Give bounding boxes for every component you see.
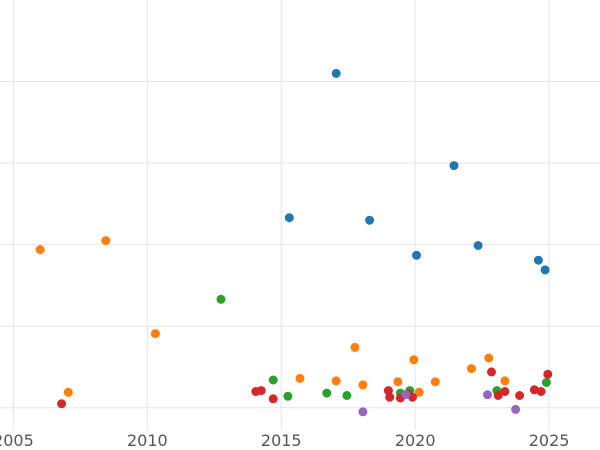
data-point xyxy=(350,342,360,352)
grid xyxy=(0,0,600,430)
data-point xyxy=(358,407,368,417)
data-point xyxy=(414,387,424,397)
data-points xyxy=(35,68,553,417)
data-point xyxy=(533,255,543,265)
x-axis-tick-labels: 2005 2010 2015 2020 2025 xyxy=(0,431,569,450)
data-point xyxy=(35,245,45,255)
data-point xyxy=(256,386,266,396)
data-point xyxy=(331,68,341,78)
data-point xyxy=(365,215,375,225)
data-point xyxy=(449,161,459,171)
data-point xyxy=(493,391,503,400)
data-point xyxy=(322,388,332,398)
data-point xyxy=(268,394,278,404)
data-point xyxy=(283,391,293,401)
x-tick-label-2025: 2025 xyxy=(529,431,570,450)
data-point xyxy=(511,404,521,414)
x-tick-label-2015: 2015 xyxy=(261,431,302,450)
data-point xyxy=(430,377,440,387)
data-point xyxy=(331,376,341,386)
data-point xyxy=(541,378,551,387)
data-point xyxy=(543,369,553,379)
data-point xyxy=(358,380,368,390)
data-point xyxy=(150,329,160,339)
data-point xyxy=(57,399,67,409)
x-tick-label-2010: 2010 xyxy=(127,431,168,450)
data-point xyxy=(393,377,403,387)
data-point xyxy=(101,236,111,246)
data-point xyxy=(540,265,550,275)
data-point xyxy=(216,294,226,304)
data-point xyxy=(401,390,411,400)
data-point xyxy=(295,373,305,383)
data-point xyxy=(284,213,294,223)
data-point xyxy=(268,375,278,385)
data-point xyxy=(466,364,476,374)
data-point xyxy=(409,355,419,365)
x-tick-label-2005: 2005 xyxy=(0,431,34,450)
data-point xyxy=(385,392,395,402)
x-tick-label-2020: 2020 xyxy=(395,431,436,450)
data-point xyxy=(500,387,510,396)
data-point xyxy=(342,391,352,400)
data-point xyxy=(500,376,510,386)
data-point xyxy=(412,250,421,260)
data-point xyxy=(487,367,496,377)
data-point xyxy=(483,390,492,400)
data-point xyxy=(536,387,546,396)
data-point xyxy=(515,391,525,400)
data-point xyxy=(63,387,73,397)
data-point xyxy=(473,241,483,250)
data-point xyxy=(484,353,494,363)
